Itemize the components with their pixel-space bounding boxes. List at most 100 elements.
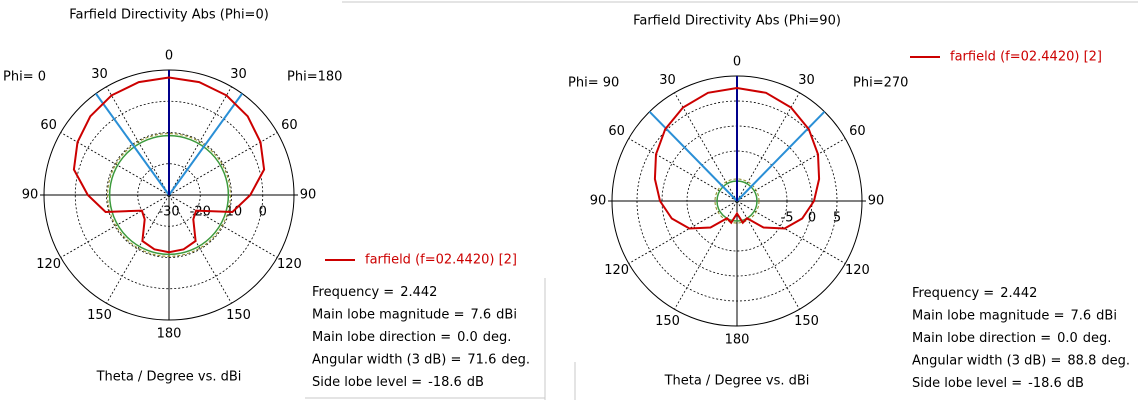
axis-label: Theta / Degree vs. dBi — [96, 370, 242, 385]
angle-tick-label: 60 — [608, 124, 625, 139]
r-tick-label: 0 — [259, 205, 267, 220]
spoke — [736, 92, 800, 202]
angle-tick-label: 30 — [230, 67, 247, 82]
info-line: Angular width (3 dB) = 71.6 deg. — [312, 352, 530, 367]
angle-tick-label: 180 — [157, 327, 182, 342]
spoke — [106, 194, 170, 304]
info-name: Angular width (3 dB) = — [912, 353, 1061, 368]
r-tick-label: -5 — [781, 211, 794, 226]
beam-width-line — [168, 93, 243, 196]
info-unit: deg. — [483, 330, 512, 345]
info-unit: dB — [467, 375, 484, 390]
info-name: Side lobe level = — [312, 375, 422, 390]
info-value: 7.6 — [1070, 308, 1091, 323]
angle-tick-label: 150 — [87, 308, 112, 323]
angle-tick-label: 180 — [725, 333, 750, 348]
info-line: Main lobe direction = 0.0 deg. — [312, 330, 511, 345]
info-unit: deg. — [501, 352, 530, 367]
angle-tick-label: 60 — [281, 118, 298, 133]
info-line: Frequency = 2.442 — [912, 286, 1037, 301]
pattern-line — [653, 86, 821, 230]
spoke — [674, 200, 738, 310]
spoke — [628, 200, 738, 264]
axis-label: Theta / Degree vs. dBi — [664, 374, 810, 389]
angle-tick-label: 150 — [794, 314, 819, 329]
info-value: 0.0 — [457, 330, 478, 345]
angle-tick-label: 30 — [91, 67, 108, 82]
info-unit: deg. — [1101, 353, 1130, 368]
angle-tick-label: 30 — [798, 73, 815, 88]
spoke — [736, 138, 846, 202]
angle-tick-label: 150 — [655, 314, 680, 329]
spoke — [736, 200, 846, 264]
angle-tick-label: 150 — [226, 308, 251, 323]
info-name: Frequency = — [312, 285, 394, 300]
angle-tick-label: 60 — [40, 118, 57, 133]
angle-tick-label: 0 — [733, 55, 741, 70]
beam-width-line — [95, 93, 170, 196]
legend-label: farfield (f=02.4420) [2] — [365, 253, 517, 268]
info-unit: dBi — [496, 307, 517, 322]
angle-tick-label: 120 — [604, 263, 629, 278]
info-unit: dBi — [1096, 308, 1117, 323]
phi-label: Phi=180 — [287, 70, 342, 85]
angle-tick-label: 30 — [659, 73, 676, 88]
angle-tick-label: 90 — [300, 188, 317, 203]
info-line: Main lobe direction = 0.0 deg. — [912, 331, 1111, 346]
info-value: 7.6 — [470, 307, 491, 322]
phi-label: Phi= 0 — [3, 70, 46, 85]
info-value: 88.8 — [1067, 353, 1096, 368]
angle-tick-label: 90 — [22, 188, 39, 203]
spoke — [628, 138, 738, 202]
angle-tick-label: 120 — [277, 257, 302, 272]
phi-label: Phi= 90 — [568, 76, 619, 91]
spoke — [168, 86, 232, 196]
chart-title: Farfield Directivity Abs (Phi=90) — [633, 14, 841, 29]
phi-label: Phi=270 — [853, 76, 908, 91]
info-value: -18.6 — [1028, 376, 1062, 391]
spoke — [168, 132, 278, 196]
spoke — [106, 86, 170, 196]
info-unit: dB — [1067, 376, 1084, 391]
info-value: 2.442 — [400, 285, 437, 300]
info-line: Main lobe magnitude = 7.6 dBi — [312, 307, 517, 322]
info-line: Frequency = 2.442 — [312, 285, 437, 300]
r-tick-label: 5 — [833, 211, 841, 226]
info-name: Angular width (3 dB) = — [312, 352, 461, 367]
chart-title: Farfield Directivity Abs (Phi=0) — [69, 8, 269, 23]
side-lobe-ring — [107, 133, 231, 257]
info-line: Angular width (3 dB) = 88.8 deg. — [912, 353, 1130, 368]
spoke — [60, 194, 170, 258]
info-name: Main lobe magnitude = — [912, 308, 1064, 323]
info-line: Side lobe level = -18.6 dB — [912, 376, 1084, 391]
angle-tick-label: 120 — [36, 257, 61, 272]
angle-tick-label: 120 — [845, 263, 870, 278]
angle-tick-label: 60 — [849, 124, 866, 139]
info-unit: deg. — [1083, 331, 1112, 346]
info-name: Side lobe level = — [912, 376, 1022, 391]
info-name: Main lobe direction = — [912, 331, 1051, 346]
spoke — [168, 194, 278, 258]
angle-tick-label: 90 — [590, 194, 607, 209]
info-name: Main lobe direction = — [312, 330, 451, 345]
spoke — [168, 194, 232, 304]
info-value: -18.6 — [428, 375, 462, 390]
info-name: Frequency = — [912, 286, 994, 301]
spoke — [60, 132, 170, 196]
beam-width-line — [736, 110, 826, 202]
legend-label: farfield (f=02.4420) [2] — [950, 50, 1102, 65]
spoke — [674, 92, 738, 202]
angle-tick-label: 0 — [165, 49, 173, 64]
angle-tick-label: 90 — [868, 194, 885, 209]
beam-width-line — [648, 110, 738, 202]
side-lobe-ring — [714, 178, 760, 224]
info-value: 71.6 — [467, 352, 496, 367]
info-line: Side lobe level = -18.6 dB — [312, 375, 484, 390]
info-line: Main lobe magnitude = 7.6 dBi — [912, 308, 1117, 323]
r-tick-label: 0 — [808, 211, 816, 226]
info-value: 0.0 — [1057, 331, 1078, 346]
info-value: 2.442 — [1000, 286, 1037, 301]
pattern-line — [72, 76, 266, 254]
info-name: Main lobe magnitude = — [312, 307, 464, 322]
